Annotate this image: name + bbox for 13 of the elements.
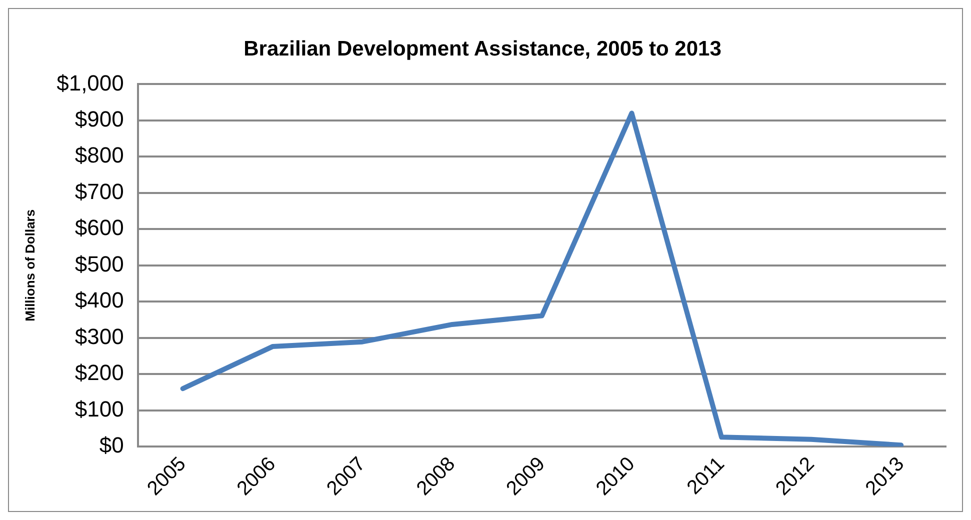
y-tick-label: $100 (74, 396, 124, 422)
y-tick-label: $300 (74, 324, 124, 349)
y-tick-label: $700 (74, 178, 124, 204)
y-tick-label: $400 (74, 288, 124, 313)
y-tick-label: $1,000 (56, 70, 124, 96)
y-tick-label: $200 (74, 360, 124, 386)
chart-title: Brazilian Development Assistance, 2005 to 2013 (244, 37, 722, 60)
y-tick-label: $600 (74, 215, 124, 240)
y-tick-label: $0 (99, 432, 124, 458)
y-axis-title: Millions of Dollars (22, 209, 38, 322)
y-tick-label: $500 (74, 251, 124, 276)
y-tick-label: $900 (74, 106, 124, 132)
y-tick-label: $800 (74, 142, 124, 168)
